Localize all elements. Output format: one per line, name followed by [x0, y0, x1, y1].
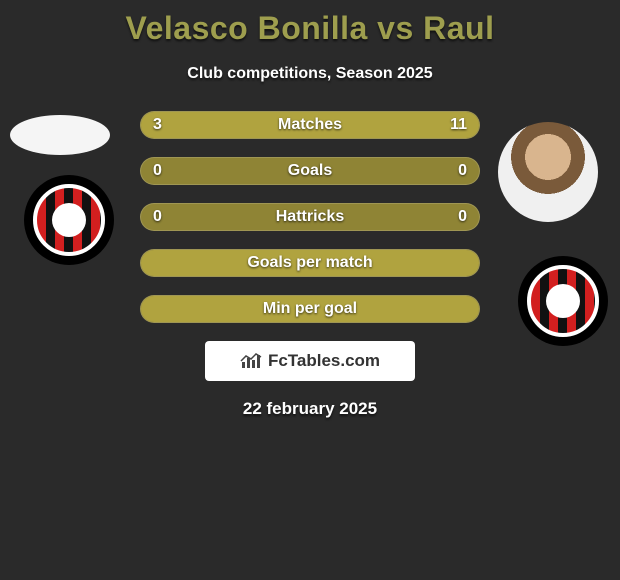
- bar-value-right: 0: [458, 158, 467, 184]
- bar-label: Goals: [141, 158, 479, 184]
- stats-bars: Matches311Goals00Hattricks00Goals per ma…: [140, 111, 480, 323]
- bar-label: Hattricks: [141, 204, 479, 230]
- bar-value-left: 3: [153, 112, 162, 138]
- bar-value-right: 0: [458, 204, 467, 230]
- branding-badge: FcTables.com: [205, 341, 415, 381]
- branding-text: FcTables.com: [268, 351, 380, 371]
- bar-value-left: 0: [153, 204, 162, 230]
- stat-row: Goals0 0: [140, 157, 480, 185]
- bar-label: Min per goal: [141, 296, 479, 322]
- stat-row: Min per goal: [140, 295, 480, 323]
- club-badge-right: [518, 256, 608, 346]
- player-left-avatar: [10, 115, 110, 155]
- stat-row: Goals per match: [140, 249, 480, 277]
- chart-icon: [240, 352, 262, 370]
- bar-value-right: 11: [450, 112, 467, 138]
- stat-row: Matches3 11: [140, 111, 480, 139]
- stat-row: Hattricks0 0: [140, 203, 480, 231]
- player-right-avatar: [498, 122, 598, 222]
- page-title: Velasco Bonilla vs Raul: [0, 0, 620, 47]
- club-badge-left: [24, 175, 114, 265]
- bar-label: Goals per match: [141, 250, 479, 276]
- page-subtitle: Club competitions, Season 2025: [0, 65, 620, 83]
- bar-label: Matches: [141, 112, 479, 138]
- date-label: 22 february 2025: [0, 399, 620, 419]
- bar-value-left: 0: [153, 158, 162, 184]
